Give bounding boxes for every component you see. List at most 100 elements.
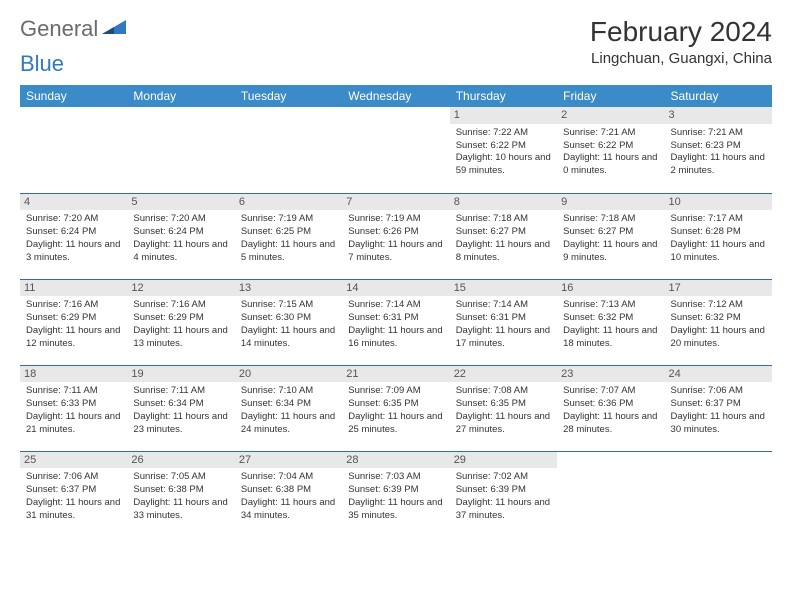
calendar-cell	[127, 107, 234, 193]
day-body: Sunrise: 7:16 AMSunset: 6:29 PMDaylight:…	[133, 299, 228, 350]
calendar-cell: 4 Sunrise: 7:20 AMSunset: 6:24 PMDaylight…	[20, 193, 127, 279]
weekday-header: Sunday	[20, 85, 127, 107]
weekday-header: Friday	[557, 85, 664, 107]
logo: General	[20, 16, 128, 42]
day-number: 3	[665, 107, 772, 124]
day-number: 10	[665, 194, 772, 211]
calendar-row: 1 Sunrise: 7:22 AMSunset: 6:22 PMDaylight…	[20, 107, 772, 193]
title-block: February 2024 Lingchuan, Guangxi, China	[590, 16, 772, 67]
day-body: Sunrise: 7:06 AMSunset: 6:37 PMDaylight:…	[26, 471, 121, 522]
day-body: Sunrise: 7:19 AMSunset: 6:26 PMDaylight:…	[348, 213, 443, 264]
calendar-cell: 11 Sunrise: 7:16 AMSunset: 6:29 PMDayligh…	[20, 279, 127, 365]
calendar-cell: 23Sunrise: 7:07 AMSunset: 6:36 PMDayligh…	[557, 365, 664, 451]
day-number: 24	[665, 366, 772, 383]
day-number: 22	[450, 366, 557, 383]
calendar-cell: 7 Sunrise: 7:19 AMSunset: 6:26 PMDaylight…	[342, 193, 449, 279]
calendar-cell: 1 Sunrise: 7:22 AMSunset: 6:22 PMDaylight…	[450, 107, 557, 193]
day-body: Sunrise: 7:12 AMSunset: 6:32 PMDaylight:…	[671, 299, 766, 350]
calendar-cell: 25 Sunrise: 7:06 AMSunset: 6:37 PMDayligh…	[20, 451, 127, 537]
weekday-header: Saturday	[665, 85, 772, 107]
day-number: 8	[450, 194, 557, 211]
calendar-cell: 13Sunrise: 7:15 AMSunset: 6:30 PMDayligh…	[235, 279, 342, 365]
calendar-cell: 16 Sunrise: 7:13 AMSunset: 6:32 PMDayligh…	[557, 279, 664, 365]
day-number: 1	[450, 107, 557, 124]
day-number: 11	[20, 280, 127, 297]
day-body: Sunrise: 7:16 AMSunset: 6:29 PMDaylight:…	[26, 299, 121, 350]
day-body: Sunrise: 7:05 AMSunset: 6:38 PMDaylight:…	[133, 471, 228, 522]
calendar-cell: 20 Sunrise: 7:10 AMSunset: 6:34 PMDayligh…	[235, 365, 342, 451]
day-number: 9	[557, 194, 664, 211]
day-number: 18	[20, 366, 127, 383]
day-body: Sunrise: 7:19 AMSunset: 6:25 PMDaylight:…	[241, 213, 336, 264]
day-body: Sunrise: 7:18 AMSunset: 6:27 PMDaylight:…	[563, 213, 658, 264]
day-body: Sunrise: 7:10 AMSunset: 6:34 PMDaylight:…	[241, 385, 336, 436]
day-number: 4	[20, 194, 127, 211]
calendar-page: General February 2024 Lingchuan, Guangxi…	[0, 0, 792, 553]
calendar-cell: 8 Sunrise: 7:18 AMSunset: 6:27 PMDaylight…	[450, 193, 557, 279]
day-number: 7	[342, 194, 449, 211]
day-body: Sunrise: 7:20 AMSunset: 6:24 PMDaylight:…	[26, 213, 121, 264]
calendar-cell: 22 Sunrise: 7:08 AMSunset: 6:35 PMDayligh…	[450, 365, 557, 451]
day-number: 20	[235, 366, 342, 383]
calendar-cell: 10 Sunrise: 7:17 AMSunset: 6:28 PMDayligh…	[665, 193, 772, 279]
weekday-header: Monday	[127, 85, 234, 107]
calendar-cell: 15Sunrise: 7:14 AMSunset: 6:31 PMDayligh…	[450, 279, 557, 365]
day-body: Sunrise: 7:15 AMSunset: 6:30 PMDaylight:…	[241, 299, 336, 350]
day-number: 25	[20, 452, 127, 469]
day-body: Sunrise: 7:11 AMSunset: 6:34 PMDaylight:…	[133, 385, 228, 436]
calendar-cell: 6Sunrise: 7:19 AMSunset: 6:25 PMDaylight…	[235, 193, 342, 279]
calendar-cell: 2 Sunrise: 7:21 AMSunset: 6:22 PMDaylight…	[557, 107, 664, 193]
logo-word1: General	[20, 16, 98, 42]
calendar-body: 1 Sunrise: 7:22 AMSunset: 6:22 PMDaylight…	[20, 107, 772, 537]
day-body: Sunrise: 7:21 AMSunset: 6:22 PMDaylight:…	[563, 127, 658, 178]
day-body: Sunrise: 7:03 AMSunset: 6:39 PMDaylight:…	[348, 471, 443, 522]
day-body: Sunrise: 7:04 AMSunset: 6:38 PMDaylight:…	[241, 471, 336, 522]
calendar-table: Sunday Monday Tuesday Wednesday Thursday…	[20, 85, 772, 537]
day-body: Sunrise: 7:14 AMSunset: 6:31 PMDaylight:…	[456, 299, 551, 350]
day-number: 21	[342, 366, 449, 383]
calendar-cell: 27Sunrise: 7:04 AMSunset: 6:38 PMDayligh…	[235, 451, 342, 537]
weekday-header: Tuesday	[235, 85, 342, 107]
logo-word2: Blue	[20, 51, 64, 77]
day-body: Sunrise: 7:09 AMSunset: 6:35 PMDaylight:…	[348, 385, 443, 436]
day-number: 16	[557, 280, 664, 297]
calendar-row: 25 Sunrise: 7:06 AMSunset: 6:37 PMDayligh…	[20, 451, 772, 537]
day-body: Sunrise: 7:22 AMSunset: 6:22 PMDaylight:…	[456, 127, 551, 178]
day-number: 5	[127, 194, 234, 211]
calendar-cell: 26 Sunrise: 7:05 AMSunset: 6:38 PMDayligh…	[127, 451, 234, 537]
calendar-cell: 14Sunrise: 7:14 AMSunset: 6:31 PMDayligh…	[342, 279, 449, 365]
day-number: 12	[127, 280, 234, 297]
day-body: Sunrise: 7:17 AMSunset: 6:28 PMDaylight:…	[671, 213, 766, 264]
day-body: Sunrise: 7:20 AMSunset: 6:24 PMDaylight:…	[133, 213, 228, 264]
calendar-cell	[235, 107, 342, 193]
calendar-cell: 28Sunrise: 7:03 AMSunset: 6:39 PMDayligh…	[342, 451, 449, 537]
day-number: 19	[127, 366, 234, 383]
day-number: 29	[450, 452, 557, 469]
day-body: Sunrise: 7:08 AMSunset: 6:35 PMDaylight:…	[456, 385, 551, 436]
day-number: 14	[342, 280, 449, 297]
day-body: Sunrise: 7:02 AMSunset: 6:39 PMDaylight:…	[456, 471, 551, 522]
calendar-cell: 3Sunrise: 7:21 AMSunset: 6:23 PMDaylight…	[665, 107, 772, 193]
calendar-cell: 19 Sunrise: 7:11 AMSunset: 6:34 PMDayligh…	[127, 365, 234, 451]
calendar-row: 11 Sunrise: 7:16 AMSunset: 6:29 PMDayligh…	[20, 279, 772, 365]
day-body: Sunrise: 7:13 AMSunset: 6:32 PMDaylight:…	[563, 299, 658, 350]
calendar-cell	[342, 107, 449, 193]
page-title: February 2024	[590, 16, 772, 48]
calendar-cell: 29 Sunrise: 7:02 AMSunset: 6:39 PMDayligh…	[450, 451, 557, 537]
calendar-cell: 17 Sunrise: 7:12 AMSunset: 6:32 PMDayligh…	[665, 279, 772, 365]
calendar-cell	[20, 107, 127, 193]
calendar-row: 18Sunrise: 7:11 AMSunset: 6:33 PMDayligh…	[20, 365, 772, 451]
day-number: 17	[665, 280, 772, 297]
calendar-cell: 9 Sunrise: 7:18 AMSunset: 6:27 PMDaylight…	[557, 193, 664, 279]
calendar-cell: 12 Sunrise: 7:16 AMSunset: 6:29 PMDayligh…	[127, 279, 234, 365]
page-subtitle: Lingchuan, Guangxi, China	[590, 50, 772, 67]
day-number: 23	[557, 366, 664, 383]
calendar-row: 4 Sunrise: 7:20 AMSunset: 6:24 PMDaylight…	[20, 193, 772, 279]
weekday-header: Wednesday	[342, 85, 449, 107]
logo-triangle-icon	[102, 20, 126, 38]
day-body: Sunrise: 7:18 AMSunset: 6:27 PMDaylight:…	[456, 213, 551, 264]
calendar-cell: 18Sunrise: 7:11 AMSunset: 6:33 PMDayligh…	[20, 365, 127, 451]
day-body: Sunrise: 7:06 AMSunset: 6:37 PMDaylight:…	[671, 385, 766, 436]
day-number: 2	[557, 107, 664, 124]
day-number: 26	[127, 452, 234, 469]
